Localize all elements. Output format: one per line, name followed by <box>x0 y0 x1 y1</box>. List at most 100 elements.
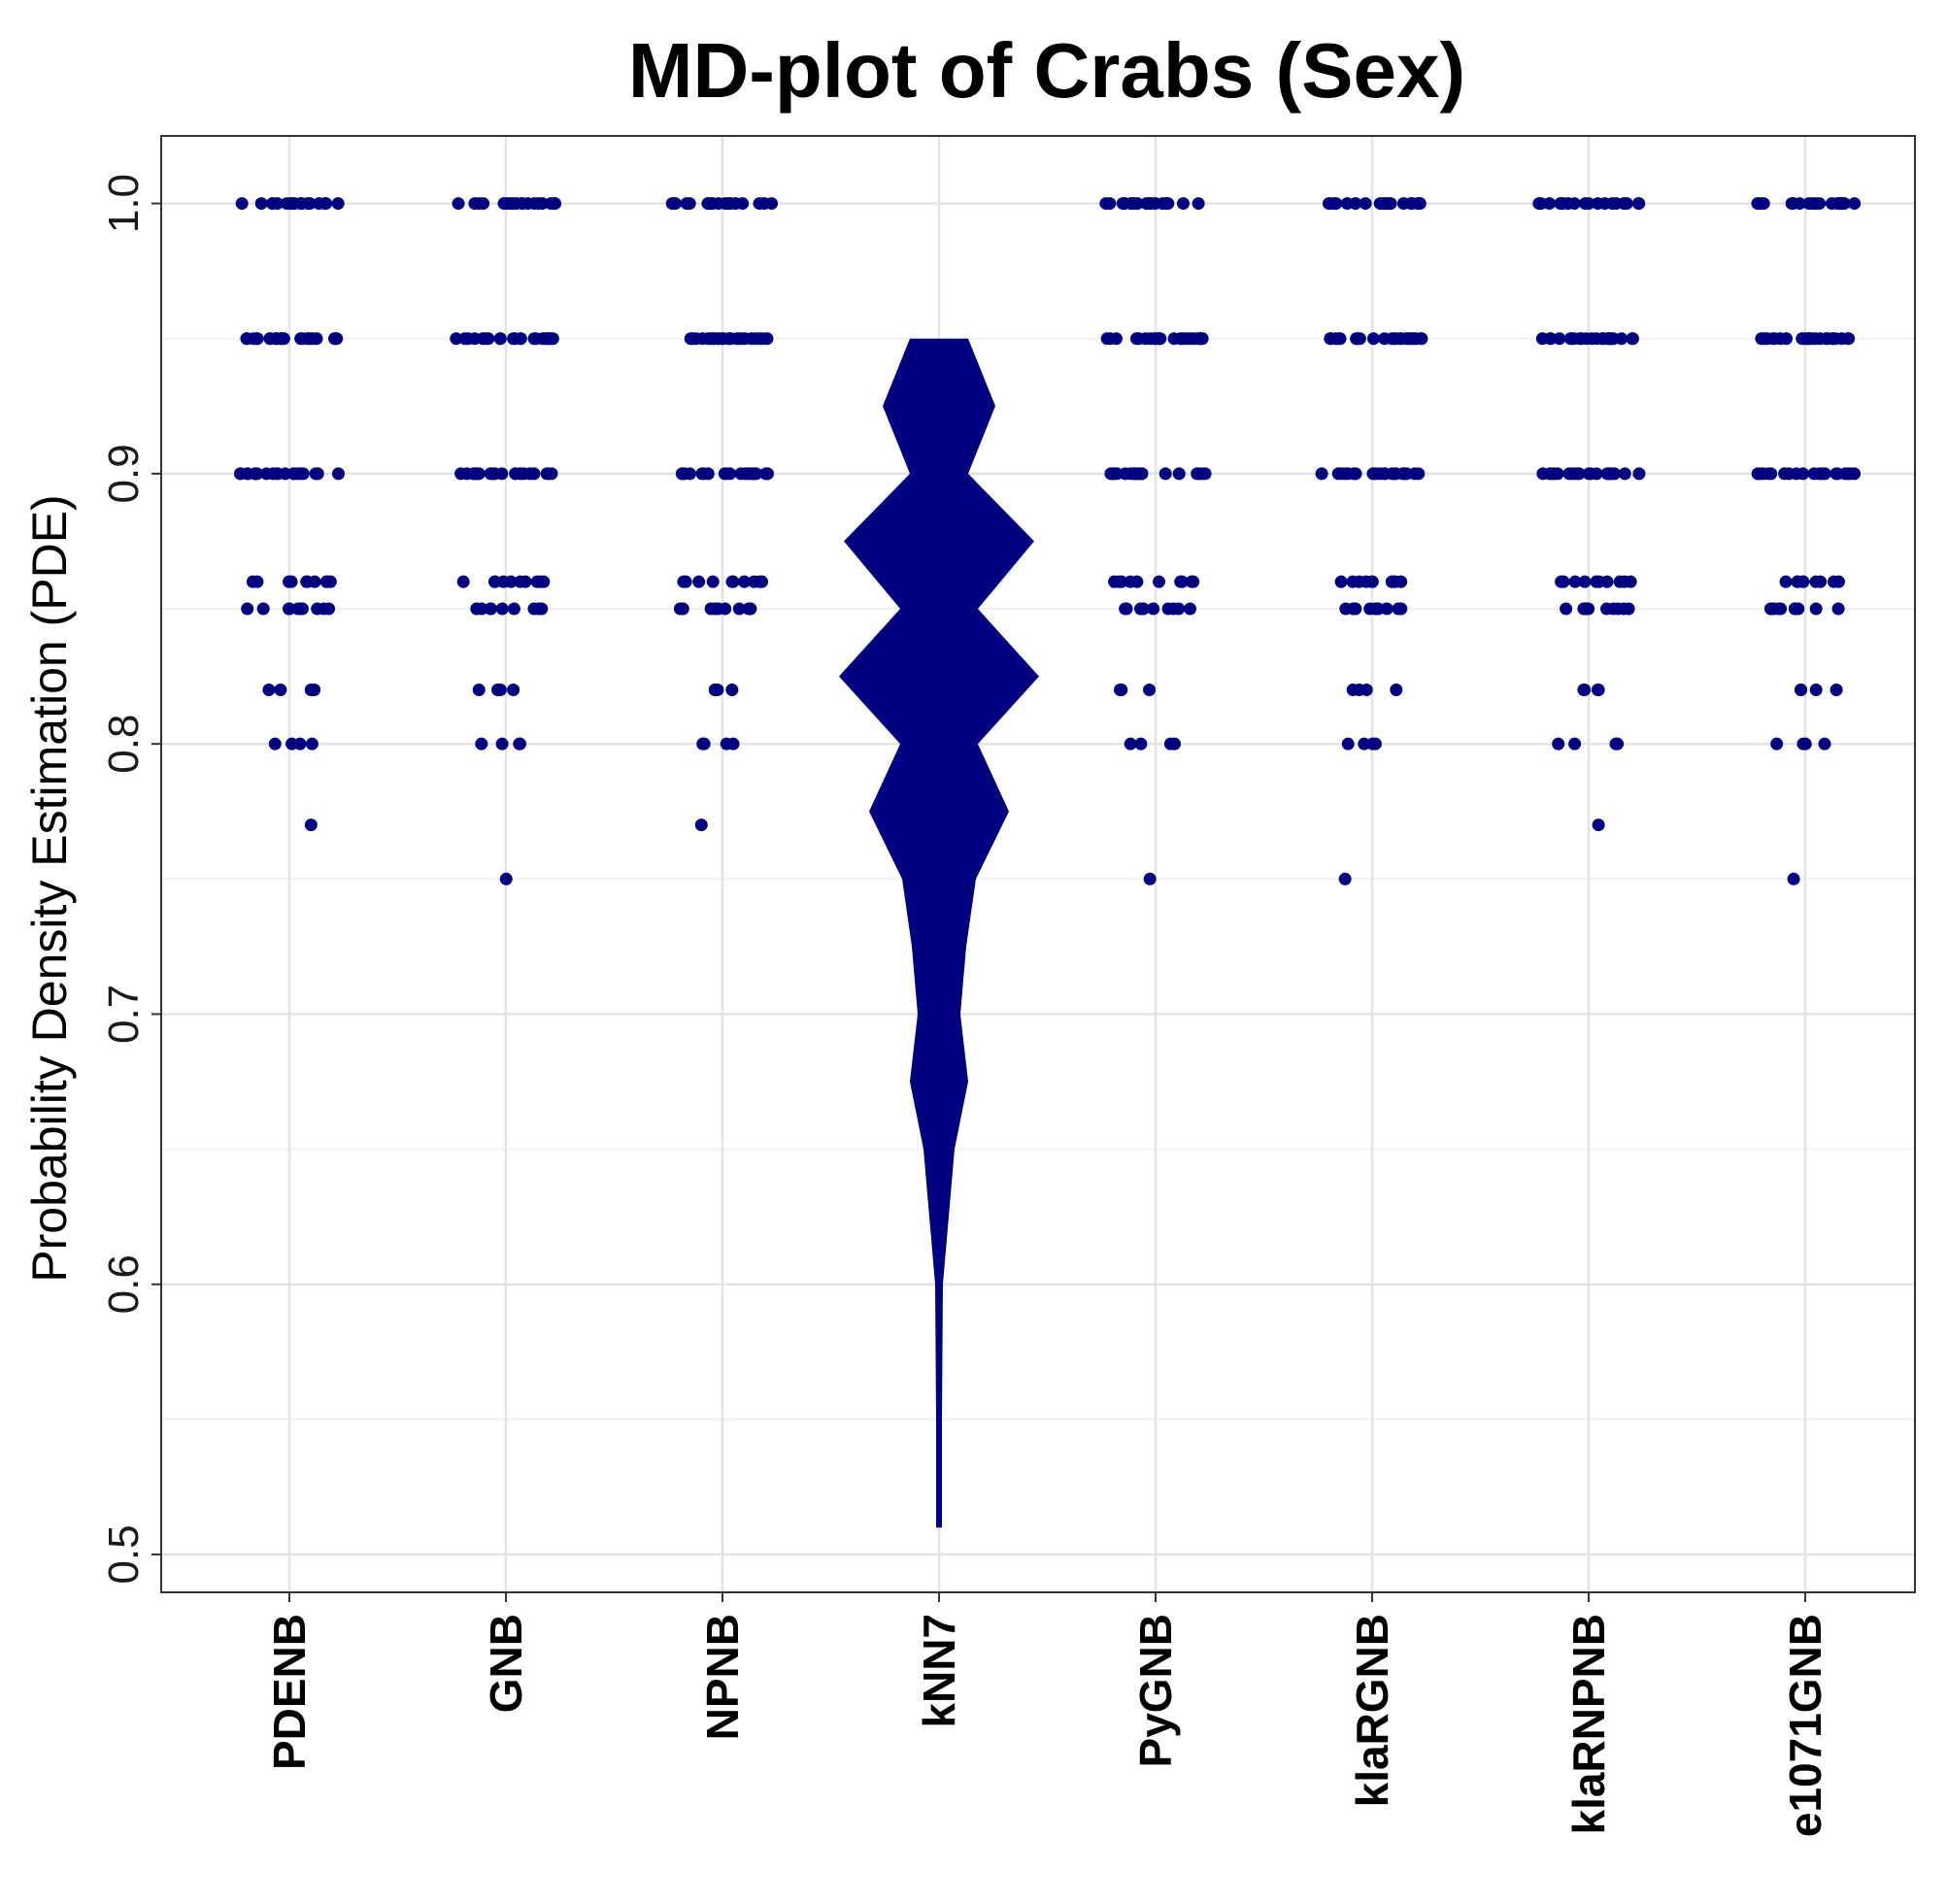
data-point <box>1620 197 1633 211</box>
data-point <box>1349 197 1362 211</box>
data-point <box>1189 332 1202 346</box>
data-point <box>300 575 314 588</box>
data-point <box>1841 332 1855 346</box>
data-point <box>1814 575 1828 588</box>
data-point <box>1359 197 1372 211</box>
data-point <box>1388 467 1401 481</box>
data-point <box>456 575 470 588</box>
data-point <box>1779 575 1793 588</box>
data-point <box>452 197 465 211</box>
data-point <box>706 575 720 588</box>
data-point <box>1358 737 1371 751</box>
data-point <box>262 684 276 697</box>
data-point <box>308 684 321 697</box>
data-point <box>1390 684 1403 697</box>
points-layer <box>233 197 1862 885</box>
data-point <box>1830 684 1843 697</box>
data-point <box>472 684 486 697</box>
data-point <box>683 197 696 211</box>
data-point <box>450 332 463 346</box>
data-point <box>484 602 497 616</box>
data-point <box>1153 332 1166 346</box>
data-point <box>250 332 263 346</box>
data-point <box>1176 197 1190 211</box>
data-point <box>1578 197 1592 211</box>
data-point <box>493 332 507 346</box>
data-point <box>738 332 752 346</box>
data-point <box>1388 332 1401 346</box>
data-point <box>1114 684 1127 697</box>
data-point <box>514 467 527 481</box>
data-point <box>1368 737 1382 751</box>
data-point <box>1606 602 1620 616</box>
data-point <box>1602 467 1616 481</box>
data-point <box>696 737 710 751</box>
data-point <box>1554 197 1567 211</box>
data-point <box>676 602 689 616</box>
data-point <box>1794 684 1807 697</box>
data-point <box>475 737 488 751</box>
x-tick-label: GNB <box>481 1614 531 1713</box>
data-point <box>479 332 492 346</box>
y-axis-label: Probability Density Estimation (PDE) <box>22 494 77 1282</box>
data-point <box>1353 332 1366 346</box>
data-point <box>1194 467 1208 481</box>
data-point <box>1397 467 1411 481</box>
data-point <box>1802 197 1816 211</box>
data-point <box>692 575 706 588</box>
data-point <box>1831 602 1845 616</box>
data-point <box>717 332 730 346</box>
data-point <box>1567 467 1581 481</box>
data-point <box>1622 602 1635 616</box>
data-point <box>1147 602 1160 616</box>
data-point <box>1787 872 1800 885</box>
data-point <box>1130 467 1144 481</box>
data-point <box>507 602 520 616</box>
data-point <box>1832 197 1846 211</box>
data-point <box>496 575 510 588</box>
data-point <box>725 575 739 588</box>
data-point <box>1567 197 1581 211</box>
y-tick-label: 0.8 <box>100 715 148 774</box>
data-point <box>1831 575 1845 588</box>
data-point <box>1174 575 1188 588</box>
data-point <box>1133 602 1147 616</box>
data-point <box>1172 467 1186 481</box>
data-point <box>695 467 709 481</box>
data-point <box>1555 575 1568 588</box>
data-point <box>719 602 732 616</box>
data-point <box>331 467 345 481</box>
data-point <box>1109 332 1123 346</box>
data-point <box>1590 575 1603 588</box>
data-point <box>1577 684 1591 697</box>
data-point <box>725 684 739 697</box>
data-point <box>1553 332 1566 346</box>
x-tick-label: PDENB <box>264 1614 315 1770</box>
data-point <box>331 197 345 211</box>
data-point <box>711 684 724 697</box>
data-point <box>1543 467 1557 481</box>
data-point <box>1764 467 1778 481</box>
data-point <box>251 575 264 588</box>
data-point <box>750 332 763 346</box>
data-point <box>268 737 282 751</box>
x-tick-label: NPNB <box>697 1614 748 1740</box>
data-point <box>497 197 511 211</box>
data-point <box>1366 332 1380 346</box>
data-point <box>737 575 751 588</box>
data-point <box>726 737 740 751</box>
data-point <box>1838 467 1852 481</box>
data-point <box>1598 197 1612 211</box>
data-point <box>1580 332 1594 346</box>
data-point <box>1161 602 1175 616</box>
data-point <box>471 467 485 481</box>
x-tick-label: klaRGNB <box>1347 1614 1397 1807</box>
data-point <box>1124 737 1137 751</box>
data-point <box>1767 602 1781 616</box>
data-point <box>1404 197 1418 211</box>
data-point <box>472 197 486 211</box>
data-point <box>1532 197 1546 211</box>
data-point <box>1158 467 1172 481</box>
data-point <box>1782 467 1796 481</box>
data-point <box>1615 332 1628 346</box>
